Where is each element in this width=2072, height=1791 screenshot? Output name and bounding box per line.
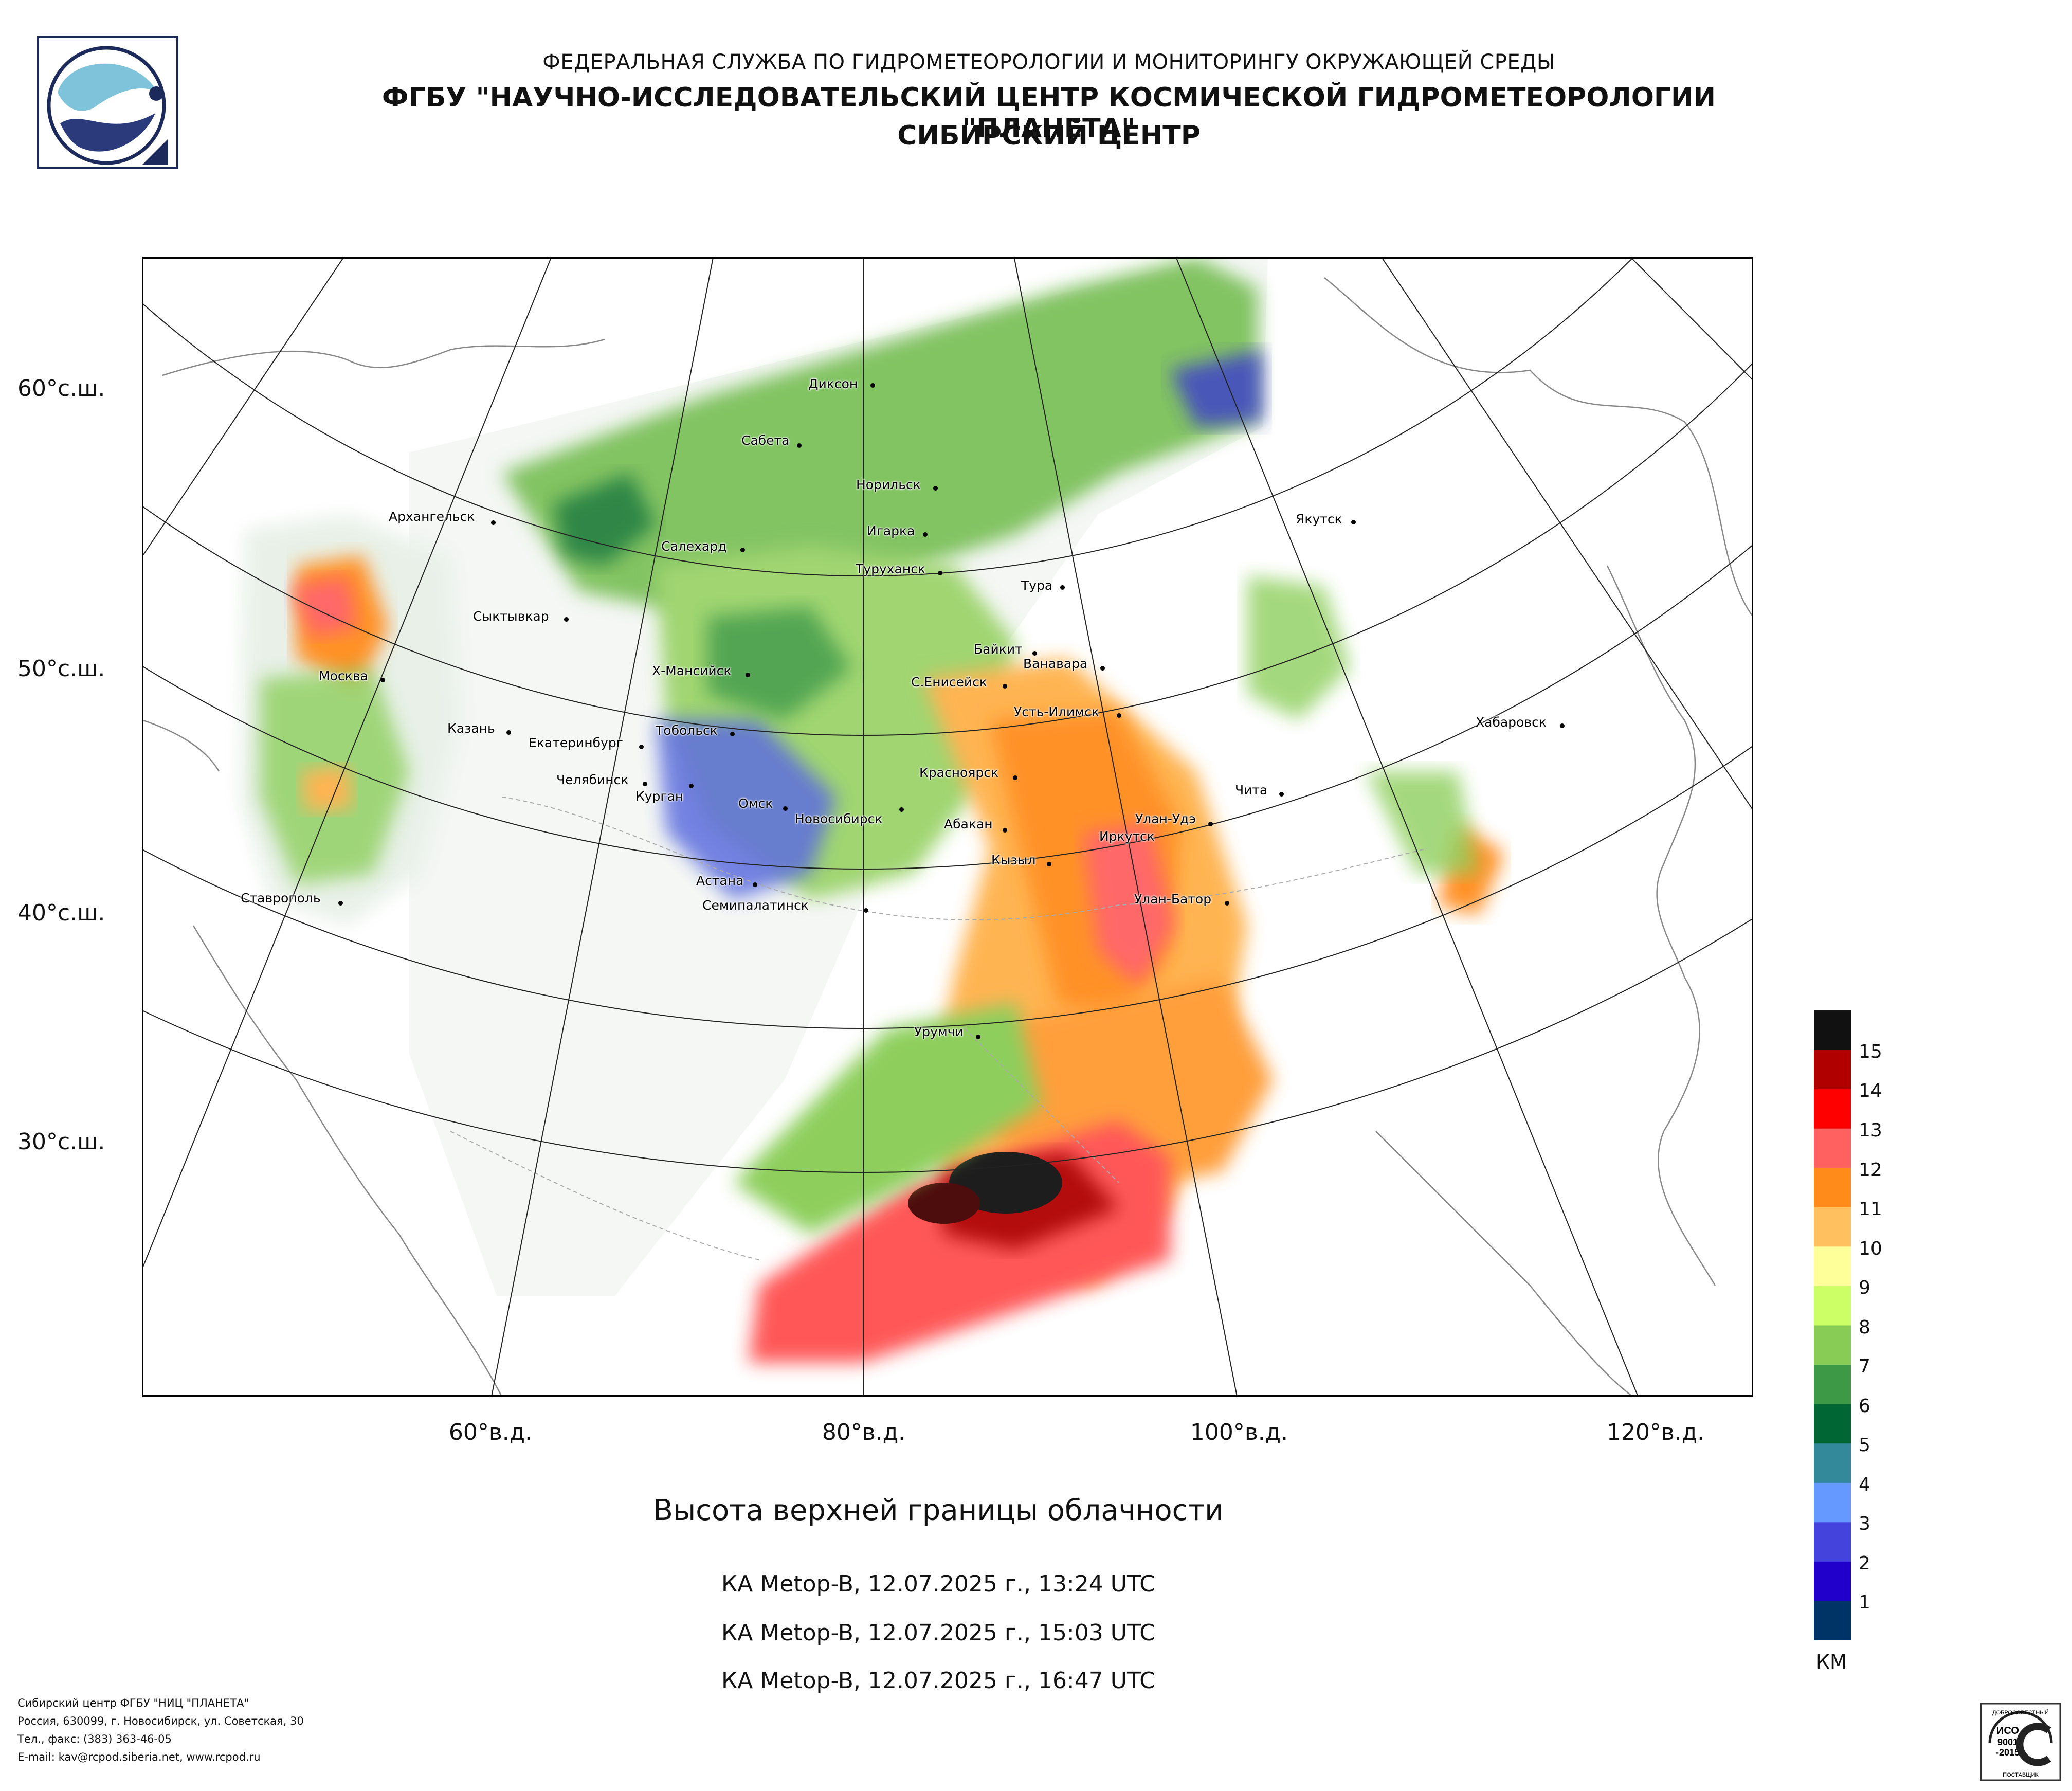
city-label: Казань bbox=[447, 721, 495, 736]
legend-swatch bbox=[1814, 1443, 1851, 1484]
city-label: Иркутск bbox=[1099, 829, 1155, 844]
city-label: Якутск bbox=[1296, 512, 1342, 527]
legend-label: 11 bbox=[1859, 1199, 1882, 1220]
legend-swatch bbox=[1814, 1128, 1851, 1168]
legend-label: 8 bbox=[1859, 1317, 1870, 1338]
city-label: Урумчи bbox=[914, 1024, 964, 1039]
footer-org: Сибирский центр ФГБУ "НИЦ "ПЛАНЕТА" bbox=[17, 1697, 249, 1709]
legend-label: 1 bbox=[1859, 1592, 1870, 1613]
legend-label: 13 bbox=[1859, 1120, 1882, 1141]
city-label: Челябинск bbox=[556, 772, 629, 787]
lat-label-40: 40°с.ш. bbox=[17, 900, 105, 926]
city-label: Москва bbox=[319, 668, 368, 683]
lon-label-60: 60°в.д. bbox=[448, 1419, 533, 1445]
city-label: Тура bbox=[1021, 578, 1053, 593]
lat-label-30: 30°с.ш. bbox=[17, 1129, 105, 1155]
city-label: Норильск bbox=[856, 477, 921, 492]
iso-mid2-text: 9001 bbox=[1997, 1737, 2018, 1747]
city-label: Игарка bbox=[867, 523, 915, 538]
legend-swatch bbox=[1814, 1207, 1851, 1247]
caption-pass-3: КА Metop-B, 12.07.2025 г., 16:47 UTC bbox=[721, 1668, 1155, 1694]
lat-label-50: 50°с.ш. bbox=[17, 656, 105, 682]
city-label: Улан-Удэ bbox=[1135, 811, 1196, 826]
city-label: Салехард bbox=[661, 539, 727, 554]
city-label: Кызыл bbox=[991, 853, 1036, 867]
legend-label: 3 bbox=[1859, 1513, 1870, 1534]
legend-label: 10 bbox=[1859, 1238, 1882, 1259]
header-agency: ФЕДЕРАЛЬНАЯ СЛУЖБА ПО ГИДРОМЕТЕОРОЛОГИИ … bbox=[542, 50, 1555, 74]
legend-swatch bbox=[1814, 1286, 1851, 1326]
iso-mid3-text: -2015 bbox=[1996, 1747, 2020, 1758]
legend-label: 4 bbox=[1859, 1474, 1870, 1495]
legend-swatch bbox=[1814, 1050, 1851, 1090]
lon-label-100: 100°в.д. bbox=[1190, 1419, 1288, 1445]
iso-mid1-text: ИСО bbox=[1996, 1725, 2019, 1736]
city-label: Сабета bbox=[741, 433, 790, 448]
legend-swatch bbox=[1814, 1010, 1851, 1051]
city-label: Байкит bbox=[974, 642, 1023, 657]
legend-label: 9 bbox=[1859, 1277, 1870, 1298]
footer-phone: Тел., факс: (383) 363-46-05 bbox=[17, 1733, 172, 1745]
legend-swatch bbox=[1814, 1404, 1851, 1444]
legend-swatch bbox=[1814, 1089, 1851, 1129]
cloud-top-height-map bbox=[142, 257, 1753, 1397]
city-label: Ставрополь bbox=[241, 891, 321, 906]
planeta-logo bbox=[37, 36, 178, 169]
city-label: Усть-Илимск bbox=[1014, 704, 1099, 719]
satellite-swath bbox=[240, 257, 1504, 1363]
legend-label: 15 bbox=[1859, 1041, 1882, 1062]
legend-label: 2 bbox=[1859, 1553, 1870, 1574]
header-organization: ФГБУ "НАУЧНО-ИССЛЕДОВАТЕЛЬСКИЙ ЦЕНТР КОС… bbox=[381, 82, 1716, 144]
city-label: Тобольск bbox=[656, 723, 718, 738]
lon-label-120: 120°в.д. bbox=[1606, 1419, 1705, 1445]
coastlines bbox=[142, 277, 1753, 1397]
map-title: Высота верхней границы облачности bbox=[653, 1494, 1224, 1527]
city-label: Ванавара bbox=[1023, 656, 1088, 671]
legend-swatch bbox=[1814, 1246, 1851, 1287]
city-label: Улан-Батор bbox=[1134, 892, 1212, 907]
caption-pass-1: КА Metop-B, 12.07.2025 г., 13:24 UTC bbox=[721, 1571, 1155, 1597]
city-label: Чита bbox=[1235, 783, 1268, 798]
city-label: Хабаровск bbox=[1476, 715, 1547, 730]
city-label: Омск bbox=[738, 796, 773, 811]
footer-address: Россия, 630099, г. Новосибирск, ул. Сове… bbox=[17, 1715, 304, 1727]
city-label: Туруханск bbox=[856, 562, 926, 576]
legend-swatch bbox=[1814, 1561, 1851, 1601]
legend-swatch bbox=[1814, 1365, 1851, 1405]
lon-label-80: 80°в.д. bbox=[822, 1419, 906, 1445]
city-label: С.Енисейск bbox=[911, 675, 988, 690]
city-label: Архангельск bbox=[389, 509, 475, 524]
city-label: Семипалатинск bbox=[702, 898, 809, 913]
iso-bottom-text: ПОСТАВЩИК bbox=[2003, 1772, 2039, 1778]
lat-label-60: 60°с.ш. bbox=[17, 375, 105, 402]
caption-pass-2: КА Metop-B, 12.07.2025 г., 15:03 UTC bbox=[721, 1620, 1155, 1646]
footer-email: E-mail: kav@rcpod.siberia.net, www.rcpod… bbox=[17, 1751, 261, 1763]
city-label: Астана bbox=[696, 873, 744, 888]
legend-label: 6 bbox=[1859, 1396, 1870, 1417]
legend-label: 12 bbox=[1859, 1160, 1882, 1181]
legend-swatch bbox=[1814, 1482, 1851, 1523]
legend-label: 7 bbox=[1859, 1356, 1870, 1377]
borders bbox=[450, 797, 1428, 1260]
city-label: Абакан bbox=[944, 817, 993, 831]
legend-swatch bbox=[1814, 1522, 1851, 1562]
legend-label: 14 bbox=[1859, 1080, 1882, 1101]
legend-colorbar bbox=[1814, 1010, 1851, 1640]
legend-swatch bbox=[1814, 1168, 1851, 1208]
city-label: Сыктывкар bbox=[473, 609, 549, 624]
city-label: Курган bbox=[635, 789, 684, 804]
legend-label: 5 bbox=[1859, 1435, 1870, 1456]
city-label: Екатеринбург bbox=[529, 735, 623, 750]
city-label: Красноярск bbox=[919, 765, 999, 780]
city-label: Х-Мансийск bbox=[652, 663, 732, 678]
legend-units: КМ bbox=[1816, 1651, 1847, 1673]
header-center: СИБИРСКИЙ ЦЕНТР bbox=[897, 120, 1201, 151]
city-label: Новосибирск bbox=[795, 811, 883, 826]
iso-top-text: ДОБРОСОВЕСТНЫЙ bbox=[1992, 1709, 2049, 1716]
legend-swatch bbox=[1814, 1325, 1851, 1365]
iso-certification-badge: ДОБРОСОВЕСТНЫЙ ИСО 9001 -2015 ПОСТАВЩИК bbox=[1980, 1703, 2061, 1781]
city-label: Диксон bbox=[808, 376, 858, 391]
legend-swatch bbox=[1814, 1601, 1851, 1640]
graticule bbox=[142, 257, 1753, 1397]
